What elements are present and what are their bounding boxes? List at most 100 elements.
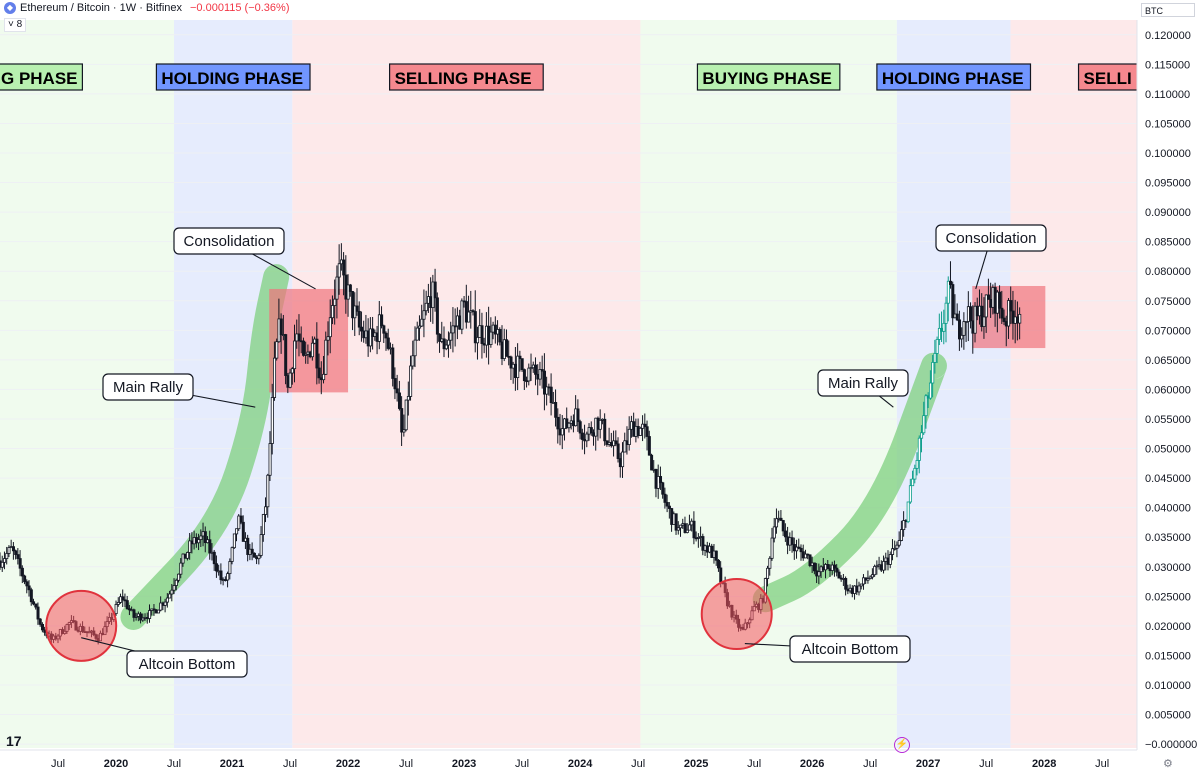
buying-phase-label: BUYING PHASE — [696, 63, 841, 91]
candle-body — [38, 618, 42, 625]
candle-body — [215, 563, 219, 572]
phase-label-text: G PHASE — [1, 69, 78, 88]
candle-body — [984, 294, 988, 318]
candle-body — [960, 334, 964, 340]
candle-body — [973, 305, 977, 334]
candle-body — [382, 325, 386, 334]
candle-body — [688, 524, 692, 531]
phase-label-text: SELLING PHASE — [395, 69, 532, 88]
candle-body — [232, 533, 236, 549]
candle-body — [246, 537, 250, 555]
lightning-bolt-icon[interactable]: ⚡ — [894, 737, 910, 753]
callout-text: Altcoin Bottom — [139, 656, 236, 673]
candle-body — [949, 280, 953, 285]
candle-body — [964, 321, 968, 323]
candle-body — [897, 540, 901, 546]
x-tick-label: 2026 — [800, 758, 824, 770]
collapse-toggle[interactable]: ˅ 8 — [4, 18, 27, 32]
candle-body — [627, 428, 631, 445]
phase-label-text: SELLI — [1084, 69, 1132, 88]
candle-body — [422, 310, 426, 320]
candle-body — [957, 319, 961, 340]
candle-body — [645, 426, 649, 437]
candle-body — [661, 482, 665, 495]
candle-body — [1018, 313, 1022, 324]
candle-body — [368, 328, 372, 347]
phase-labels: G PHASE HOLDING PHASE SELLING PHASE BUYING … — [0, 63, 1144, 91]
candle-body — [614, 440, 618, 445]
candle-body — [911, 478, 915, 487]
candle-body — [895, 544, 899, 549]
candle-body — [302, 340, 306, 356]
candle-body — [284, 334, 288, 376]
candle-body — [384, 332, 388, 339]
candle-body — [667, 505, 671, 509]
callout-box — [126, 650, 248, 678]
candle-body — [913, 467, 917, 480]
holding-phase-label: HOLDING PHASE — [155, 63, 311, 91]
candle-body — [351, 291, 355, 319]
candle-body — [380, 314, 384, 327]
currency-badge[interactable]: BTC — [1141, 3, 1195, 17]
ethereum-coin-icon: ◆ — [4, 2, 16, 14]
candle-body — [424, 302, 428, 312]
x-tick-label: 2021 — [220, 758, 244, 770]
candle-body — [208, 539, 212, 554]
callout-box — [817, 369, 909, 397]
candle-body — [163, 601, 167, 606]
candle-body — [241, 521, 245, 542]
candle-body — [692, 520, 696, 539]
callout-consolidation: Consolidation — [173, 227, 316, 290]
candle-body — [772, 526, 776, 539]
candle-body — [413, 339, 417, 357]
tradingview-logo-icon[interactable]: 17 — [6, 733, 22, 749]
candle-body — [870, 574, 874, 578]
candle-body — [717, 559, 721, 569]
candle-body — [335, 276, 339, 300]
candle-body — [228, 561, 232, 575]
candle-body — [534, 364, 538, 375]
candle-body — [893, 547, 897, 550]
phase-label-box — [0, 63, 84, 91]
callout-box — [173, 227, 285, 255]
candle-body — [616, 443, 620, 459]
candle-body — [337, 263, 341, 278]
candle-body — [128, 608, 132, 611]
y-tick-label: 0.010000 — [1145, 680, 1191, 692]
gear-icon[interactable]: ⚙ — [1163, 758, 1173, 770]
y-tick-label: 0.015000 — [1145, 650, 1191, 662]
candle-body — [235, 528, 239, 535]
candle-body — [377, 314, 381, 342]
candle-body — [585, 433, 589, 442]
candle-body — [489, 331, 493, 345]
candle-body — [406, 396, 410, 401]
candle-body — [415, 327, 419, 341]
candle-body — [14, 550, 18, 555]
y-tick-label: 0.095000 — [1145, 178, 1191, 190]
candle-body — [498, 329, 502, 343]
candle-body — [520, 358, 524, 371]
candle-body — [683, 523, 687, 533]
candle-body — [36, 606, 40, 620]
candle-body — [781, 520, 785, 532]
x-tick-label: Jul — [863, 758, 877, 770]
y-tick-label: 0.060000 — [1145, 384, 1191, 396]
y-tick-label: 0.050000 — [1145, 444, 1191, 456]
symbol-header[interactable]: ◆ Ethereum / Bitcoin · 1W · Bitfinex −0.… — [4, 2, 289, 14]
candle-body — [239, 515, 243, 523]
candle-body — [333, 298, 337, 306]
candle-body — [946, 280, 950, 304]
candle-body — [293, 340, 297, 370]
candle-body — [543, 370, 547, 395]
candle-body — [659, 476, 663, 484]
candle-body — [467, 311, 471, 323]
candle-body — [922, 415, 926, 434]
candle-body — [177, 573, 181, 581]
candle-body — [310, 342, 314, 358]
y-tick-label: 0.080000 — [1145, 266, 1191, 278]
candle-body — [942, 322, 946, 332]
altcoin-bottom-circle — [700, 578, 773, 651]
candle-body — [331, 305, 335, 319]
candle-body — [770, 537, 774, 559]
